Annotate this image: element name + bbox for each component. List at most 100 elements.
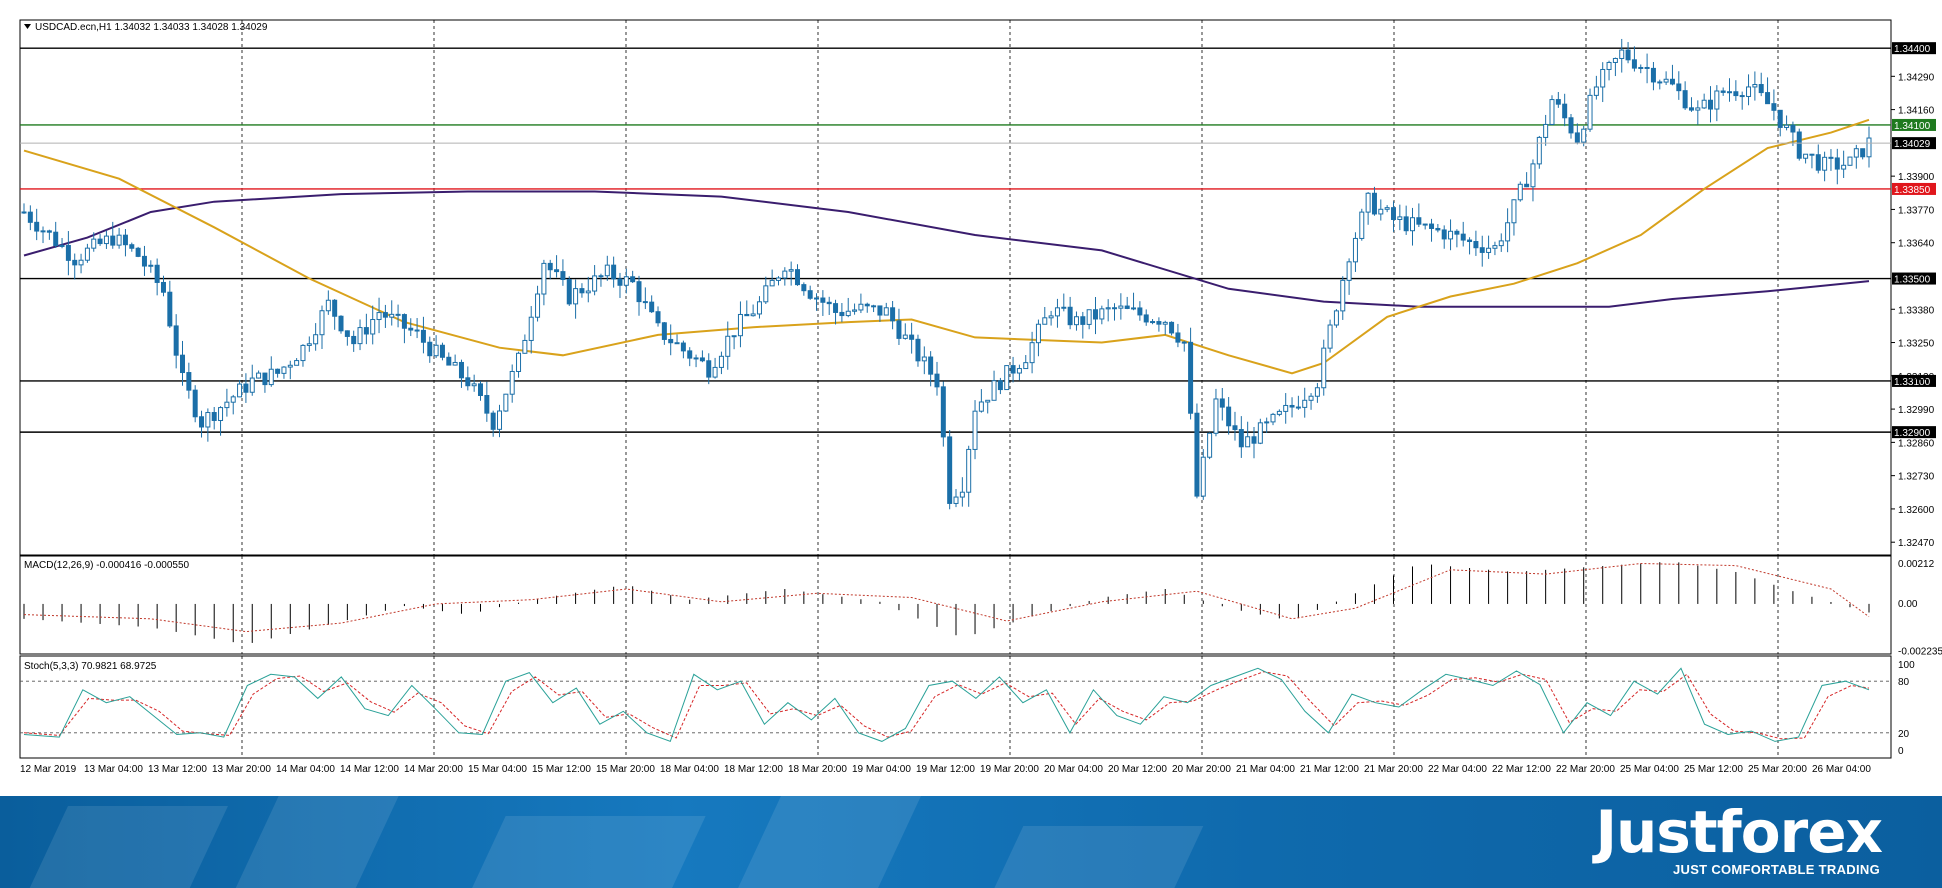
candle-body (560, 271, 566, 281)
candle-body (1289, 404, 1295, 408)
candle-body (325, 299, 331, 312)
candle-body (1473, 241, 1479, 249)
candle-body (1625, 49, 1631, 61)
candle-body (1245, 436, 1251, 448)
candle-body (1105, 307, 1111, 310)
time-label: 14 Mar 04:00 (276, 764, 335, 775)
candle-body (978, 401, 984, 412)
time-label: 13 Mar 12:00 (148, 764, 207, 775)
moving-averages (23, 118, 1870, 375)
macd-axis: 0.00212 0.00 -0.002235 (1898, 559, 1942, 658)
candle-body (731, 335, 737, 338)
horizontal-levels: 1.34400 1.34100 1.33850 1.33500 1.33100 1.329… (20, 42, 1936, 439)
candle-body (395, 313, 401, 316)
banner-decoration (454, 816, 706, 888)
candle-body (1505, 222, 1511, 242)
banner-decoration (976, 826, 1204, 888)
candle-body (877, 305, 883, 316)
sma-slow-line (23, 190, 1870, 308)
candle-body (1511, 199, 1517, 224)
candle-body (148, 264, 154, 267)
candle-body (1264, 421, 1270, 424)
candle-body (1841, 164, 1847, 170)
macd-tick-label: -0.002235 (1898, 647, 1942, 658)
candle-body (116, 234, 122, 246)
collapse-icon[interactable] (24, 24, 31, 29)
time-label: 20 Mar 04:00 (1044, 764, 1103, 775)
stoch-main-line (23, 667, 1870, 743)
candle-body (959, 491, 965, 498)
time-label: 13 Mar 04:00 (84, 764, 143, 775)
candle-body (750, 313, 756, 317)
candle-body (1143, 314, 1149, 323)
candle-body (636, 281, 642, 303)
candle-body (1739, 95, 1745, 98)
candle-body (1593, 86, 1599, 96)
candle-body (864, 303, 870, 307)
candle-body (1860, 148, 1866, 158)
time-label: 13 Mar 20:00 (212, 764, 271, 775)
time-label: 15 Mar 04:00 (468, 764, 527, 775)
candle-body (27, 211, 33, 223)
banner-decoration (734, 796, 926, 888)
candle-body (991, 380, 997, 401)
candle-body (642, 301, 648, 304)
time-label: 22 Mar 20:00 (1556, 764, 1615, 775)
sma-fast-line (23, 118, 1870, 375)
candles (21, 38, 1872, 510)
price-tick-label: 1.32730 (1898, 472, 1935, 483)
macd-tick-label: 0.00 (1898, 599, 1918, 610)
candle-body (382, 312, 388, 318)
candle-body (775, 277, 781, 281)
candle-body (1815, 154, 1821, 171)
candle-body (1422, 223, 1428, 226)
candle-body (1752, 84, 1758, 88)
time-label: 15 Mar 12:00 (532, 764, 591, 775)
candle-body (744, 313, 750, 317)
candle-body (788, 269, 794, 272)
time-label: 21 Mar 12:00 (1300, 764, 1359, 775)
candle-body (604, 264, 610, 277)
level-tag (1892, 118, 1936, 131)
candle-body (1092, 309, 1098, 320)
price-tick-label: 1.33120 (1898, 372, 1935, 383)
candle-body (173, 325, 179, 356)
candle-body (1429, 223, 1435, 229)
candle-body (281, 366, 287, 374)
candle-body (237, 383, 243, 398)
candle-body (110, 235, 116, 246)
candle-body (1688, 107, 1694, 111)
candle-body (376, 312, 382, 321)
candle-body (934, 373, 940, 388)
candle-body (1029, 342, 1035, 364)
candle-body (1213, 398, 1219, 434)
candle-body (103, 235, 109, 245)
candle-body (1828, 156, 1834, 159)
candle-body (1498, 240, 1504, 247)
candle-body (807, 290, 813, 299)
candle-body (1707, 99, 1713, 110)
candle-body (287, 364, 293, 368)
brand-tagline: JUST COMFORTABLE TRADING (1672, 862, 1880, 877)
candle-body (1517, 183, 1523, 201)
stoch-tick-label: 80 (1898, 677, 1910, 688)
candle-body (433, 344, 439, 357)
candle-body (1410, 217, 1416, 232)
candle-body (769, 279, 775, 287)
candle-body (452, 361, 458, 366)
candle-body (1676, 83, 1682, 92)
candle-body (1822, 156, 1828, 171)
time-label: 15 Mar 20:00 (596, 764, 655, 775)
candle-body (1150, 321, 1156, 324)
candle-body (668, 338, 674, 344)
level-label: 1.32900 (1894, 428, 1931, 439)
candle-body (896, 320, 902, 339)
candle-body (319, 310, 325, 336)
candle-body (262, 372, 268, 386)
time-label: 26 Mar 04:00 (1812, 764, 1871, 775)
candle-body (1251, 436, 1257, 444)
candle-body (230, 396, 236, 403)
level-label: 1.33850 (1894, 185, 1931, 196)
candle-body (699, 357, 705, 362)
candle-body (1359, 211, 1365, 239)
